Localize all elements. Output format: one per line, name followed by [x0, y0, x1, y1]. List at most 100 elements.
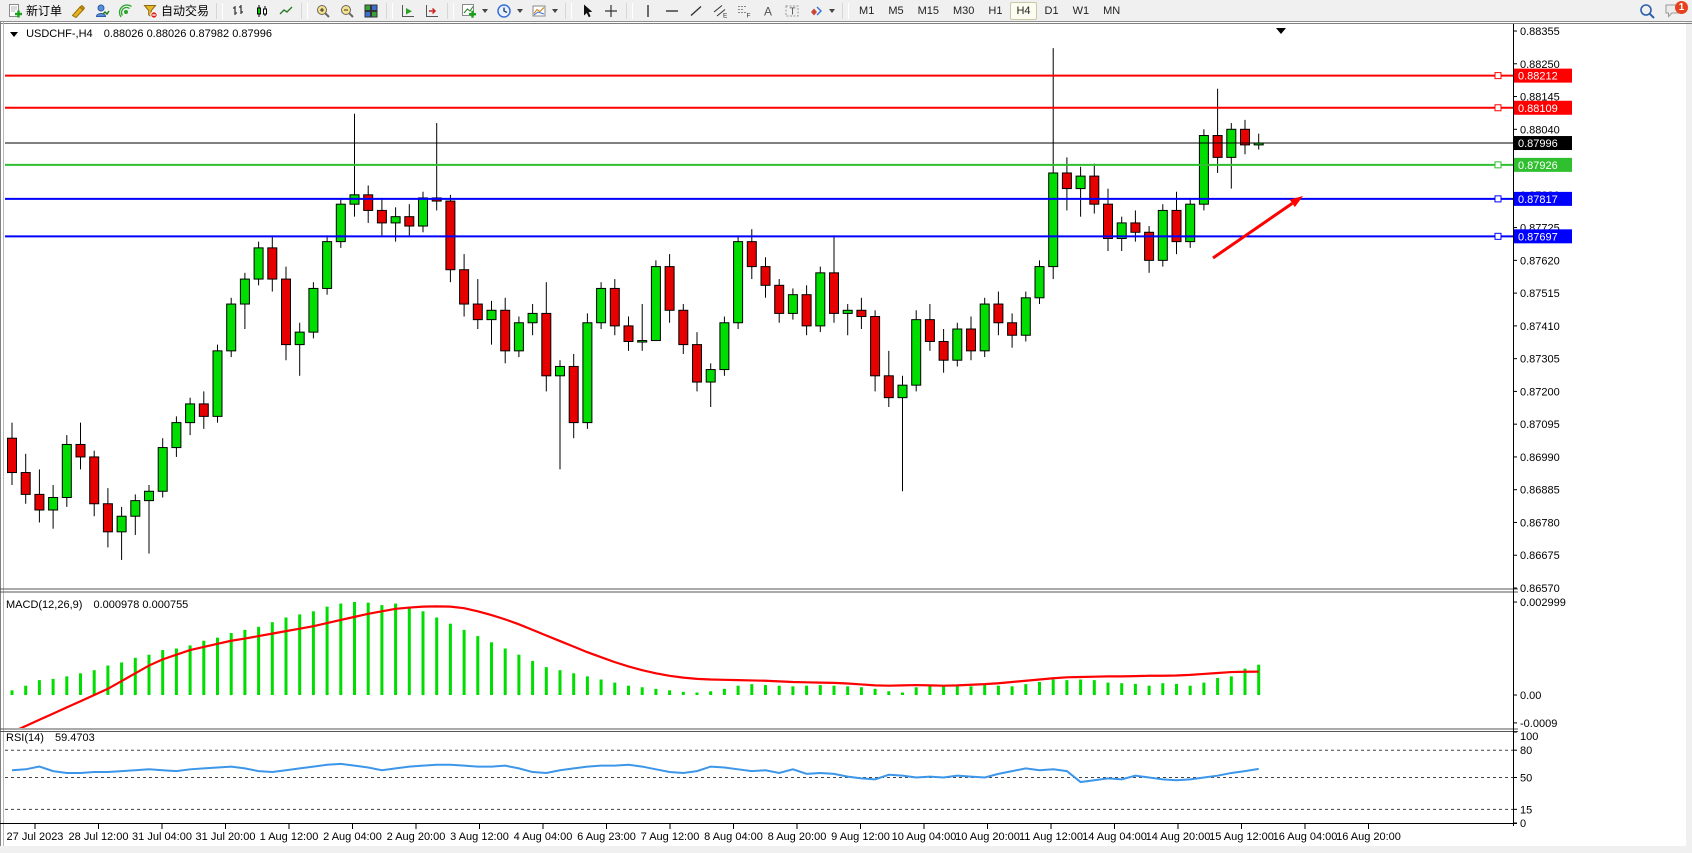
hline-anchor[interactable]: [1494, 195, 1502, 203]
zoom-in-button[interactable]: [311, 0, 335, 22]
rsi-value: 59.4703: [54, 732, 95, 744]
macd-name: MACD(12,26,9): [6, 599, 83, 611]
chart-symbol-period: USDCHF-,H4: [26, 28, 93, 40]
tab-timeframe-w1[interactable]: W1: [1072, 4, 1090, 17]
svg-text:14 Aug 04:00: 14 Aug 04:00: [1082, 831, 1147, 843]
svg-text:100: 100: [1520, 731, 1538, 743]
hline-anchor[interactable]: [1494, 161, 1502, 169]
horizontal-levels[interactable]: [5, 72, 1513, 240]
dropdown-caret: [552, 8, 559, 13]
label-tool-icon: T: [785, 5, 799, 17]
crosshair-button[interactable]: [599, 0, 623, 22]
hline-anchor[interactable]: [1494, 232, 1502, 240]
market-button[interactable]: [90, 0, 114, 22]
svg-text:E: E: [723, 12, 728, 19]
search-icon[interactable]: [1638, 2, 1656, 20]
metaeditor-button[interactable]: [66, 0, 90, 22]
tab-timeframe-h1[interactable]: H1: [988, 4, 1003, 17]
svg-text:3 Aug 12:00: 3 Aug 12:00: [450, 831, 509, 843]
templates-icon: [532, 5, 546, 16]
svg-text:7 Aug 12:00: 7 Aug 12:00: [641, 831, 700, 843]
zoom-out-button[interactable]: [335, 0, 359, 22]
chart-shift-icon: [426, 4, 439, 17]
svg-text:8 Aug 04:00: 8 Aug 04:00: [704, 831, 763, 843]
svg-text:0.87515: 0.87515: [1520, 288, 1560, 300]
toolbar-grip: [386, 2, 394, 19]
svg-text:T: T: [790, 6, 796, 17]
svg-text:1 Aug 12:00: 1 Aug 12:00: [260, 831, 319, 843]
svg-text:0.88250: 0.88250: [1520, 59, 1560, 71]
svg-text:0.87996: 0.87996: [1518, 138, 1558, 150]
chart-shift-button[interactable]: [420, 0, 444, 22]
svg-text:0.87697: 0.87697: [1518, 231, 1558, 243]
price-axis: 0.883550.882500.881450.880400.879350.878…: [1513, 26, 1560, 595]
tab-timeframe-mn[interactable]: MN: [1103, 4, 1121, 17]
main-toolbar: 新订单 自动交易: [0, 0, 1692, 22]
trendline-tool-button[interactable]: [684, 0, 708, 22]
vertical-line-tool-button[interactable]: [636, 0, 660, 22]
templates-button[interactable]: [527, 0, 562, 22]
svg-text:0.86885: 0.86885: [1520, 485, 1560, 497]
trend-arrow-annotation[interactable]: [1212, 196, 1303, 260]
tab-timeframe-d1[interactable]: D1: [1044, 4, 1059, 17]
price-badge-support: 0.87817: [1514, 191, 1572, 206]
new-order-button[interactable]: 新订单: [3, 0, 66, 22]
price-badge-resistance: 0.88212: [1514, 68, 1572, 83]
tab-timeframe-m1[interactable]: M1: [859, 4, 875, 17]
bar-chart-mode-button[interactable]: [226, 0, 250, 22]
toolbar-right-group: 1: [1638, 0, 1688, 22]
dropdown-caret: [482, 8, 489, 13]
market-icon: [96, 4, 110, 17]
periods-button[interactable]: [492, 0, 527, 22]
hline-anchor[interactable]: [1494, 104, 1502, 112]
text-tool-button[interactable]: A: [756, 0, 780, 22]
hline-anchor[interactable]: [1494, 72, 1502, 80]
svg-text:0.87620: 0.87620: [1520, 255, 1560, 267]
svg-text:0: 0: [1520, 818, 1526, 830]
svg-text:0.88355: 0.88355: [1520, 26, 1560, 38]
chart-shift-marker[interactable]: [1276, 28, 1286, 34]
toolbar-grip: [216, 2, 224, 19]
macd-values: 0.000978 0.000755: [93, 599, 189, 611]
indicators-button[interactable]: [457, 0, 492, 22]
channel-tool-button[interactable]: E: [708, 0, 732, 22]
tab-timeframe-m30[interactable]: M30: [953, 4, 975, 17]
zoom-out-icon: [341, 4, 354, 18]
notifications-button[interactable]: 1: [1664, 1, 1688, 21]
macd-indicator-label: MACD(12,26,9) 0.000978 0.000755: [6, 599, 188, 611]
chart-canvas[interactable]: 0.883550.882500.881450.880400.879350.878…: [0, 22, 1692, 853]
svg-text:14 Aug 20:00: 14 Aug 20:00: [1146, 831, 1211, 843]
horizontal-line-tool-button[interactable]: [660, 0, 684, 22]
macd-axis: 0.002999 0.00 -0.0009: [1513, 597, 1566, 730]
auto-scroll-button[interactable]: [396, 0, 420, 22]
chart-window[interactable]: 0.883550.882500.881450.880400.879350.878…: [0, 22, 1692, 853]
autotrading-button[interactable]: 自动交易: [138, 0, 213, 22]
chart-menu-icon[interactable]: [10, 31, 18, 37]
dropdown-caret: [517, 8, 524, 13]
trendline-icon: [690, 5, 702, 16]
shapes-tool-button[interactable]: [804, 0, 839, 22]
candlestick-mode-button[interactable]: [250, 0, 274, 22]
svg-text:4 Aug 04:00: 4 Aug 04:00: [514, 831, 573, 843]
cursor-button[interactable]: [575, 0, 599, 22]
signals-button[interactable]: [114, 0, 138, 22]
tab-timeframe-m5[interactable]: M5: [888, 4, 904, 17]
svg-text:2 Aug 04:00: 2 Aug 04:00: [323, 831, 382, 843]
line-chart-mode-button[interactable]: [274, 0, 298, 22]
svg-text:50: 50: [1520, 773, 1532, 785]
tile-windows-button[interactable]: [359, 0, 383, 22]
svg-text:80: 80: [1520, 745, 1532, 757]
svg-text:10 Aug 20:00: 10 Aug 20:00: [955, 831, 1020, 843]
label-tool-button[interactable]: T: [780, 0, 804, 22]
svg-text:15 Aug 12:00: 15 Aug 12:00: [1209, 831, 1274, 843]
svg-text:0.87410: 0.87410: [1520, 321, 1560, 333]
zoom-in-icon: [317, 4, 330, 18]
svg-text:0.87305: 0.87305: [1520, 354, 1560, 366]
svg-text:27 Jul 2023: 27 Jul 2023: [7, 831, 64, 843]
svg-text:0.87095: 0.87095: [1520, 419, 1560, 431]
toolbar-grip: [626, 2, 634, 19]
tab-timeframe-m15[interactable]: M15: [917, 4, 939, 17]
tab-timeframe-h4[interactable]: H4: [1010, 1, 1037, 20]
fibonacci-tool-button[interactable]: F: [732, 0, 756, 22]
svg-text:16 Aug 04:00: 16 Aug 04:00: [1273, 831, 1338, 843]
